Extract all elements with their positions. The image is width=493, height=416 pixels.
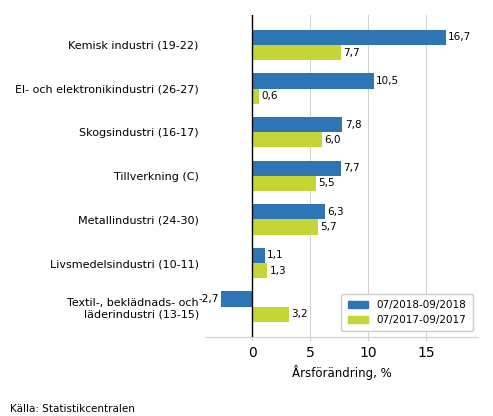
Bar <box>252 117 343 132</box>
Bar <box>252 220 318 235</box>
Bar <box>252 263 267 278</box>
Text: Källa: Statistikcentralen: Källa: Statistikcentralen <box>10 404 135 414</box>
Bar <box>252 45 341 60</box>
Text: 5,7: 5,7 <box>320 222 337 232</box>
Text: 6,0: 6,0 <box>324 135 340 145</box>
Bar <box>252 176 316 191</box>
Text: 1,3: 1,3 <box>270 266 286 276</box>
Bar <box>252 161 341 176</box>
Bar <box>221 292 252 307</box>
Bar <box>252 132 321 147</box>
Text: 7,8: 7,8 <box>345 119 361 129</box>
Text: -2,7: -2,7 <box>198 294 218 304</box>
Text: 7,7: 7,7 <box>344 47 360 57</box>
Text: 10,5: 10,5 <box>376 76 399 86</box>
Legend: 07/2018-09/2018, 07/2017-09/2017: 07/2018-09/2018, 07/2017-09/2017 <box>341 294 473 332</box>
Bar <box>252 307 289 322</box>
Text: 0,6: 0,6 <box>261 91 278 101</box>
Text: 3,2: 3,2 <box>291 310 308 319</box>
Text: 16,7: 16,7 <box>448 32 471 42</box>
Bar <box>252 248 265 263</box>
Text: 7,7: 7,7 <box>344 163 360 173</box>
Text: 1,1: 1,1 <box>267 250 284 260</box>
Bar <box>252 89 259 104</box>
Text: 6,3: 6,3 <box>327 207 344 217</box>
X-axis label: Årsförändring, %: Årsförändring, % <box>292 365 392 380</box>
Bar <box>252 73 374 89</box>
Text: 5,5: 5,5 <box>318 178 335 188</box>
Bar <box>252 30 446 45</box>
Bar <box>252 204 325 220</box>
